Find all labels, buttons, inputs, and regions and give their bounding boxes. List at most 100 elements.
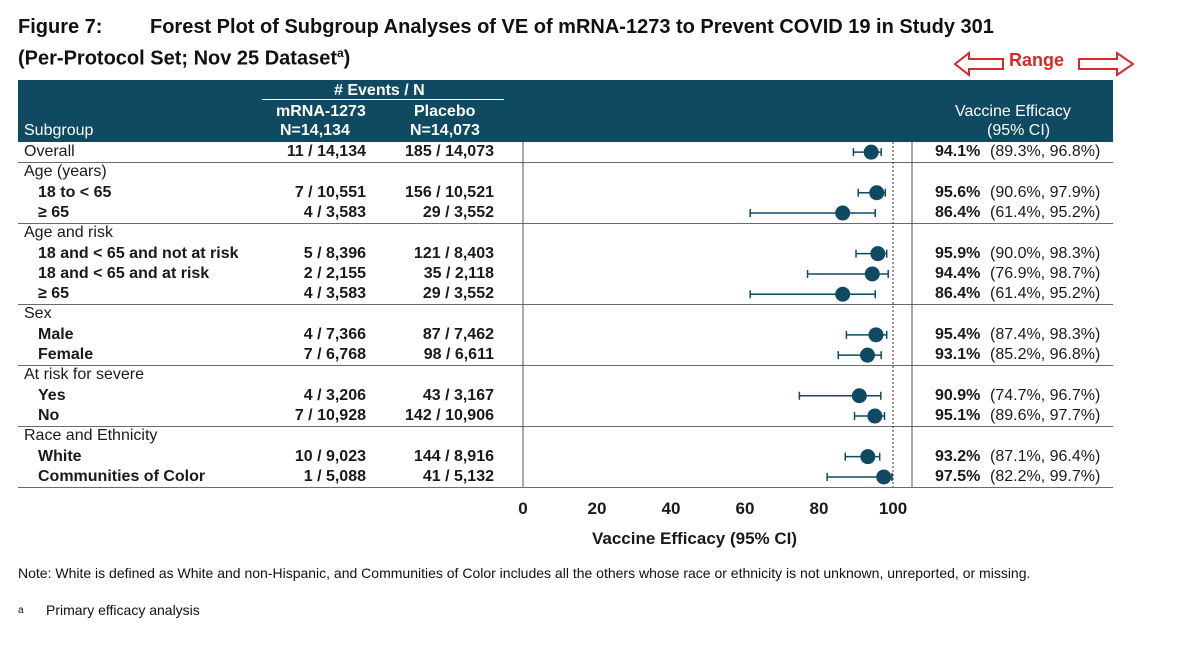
x-tick-label: 60 [736, 499, 755, 518]
subgroup-label: Sex [24, 305, 52, 323]
figure-title-text: Forest Plot of Subgroup Analyses of VE o… [150, 16, 994, 38]
placebo-events: 121 / 8,403 [413, 244, 494, 262]
mrna-events: 1 / 5,088 [303, 467, 366, 485]
mrna-events: 4 / 3,206 [303, 386, 366, 404]
ve-point [876, 469, 892, 485]
ve-value: 93.1% [935, 346, 981, 363]
mrna-events: 7 / 10,551 [294, 183, 366, 201]
row-separator [18, 487, 1113, 488]
x-tick-label: 20 [588, 499, 607, 518]
ve-point [860, 449, 876, 465]
subgroup-label: 18 and < 65 and not at risk [38, 244, 239, 262]
subgroup-label: Age and risk [24, 224, 113, 242]
placebo-events: 43 / 3,167 [422, 386, 494, 404]
mrna-events: 5 / 8,396 [303, 244, 366, 262]
figure-subtitle-sup: a [336, 46, 344, 60]
ve-value: 94.1% [935, 143, 981, 160]
ve-ci: (87.1%, 96.4%) [990, 447, 1101, 465]
subgroup-label: At risk for severe [24, 366, 145, 384]
ve-value: 97.5% [935, 467, 981, 485]
placebo-events: 35 / 2,118 [423, 264, 494, 282]
ve-point [835, 205, 851, 221]
ve-point [868, 327, 884, 343]
note-text: Note: White is defined as White and non-… [18, 565, 1031, 581]
ve-point [863, 144, 879, 160]
range-left-arrow-icon [953, 51, 1004, 77]
figure-number: Figure 7: [18, 16, 103, 38]
x-axis-title: Vaccine Efficacy (95% CI) [592, 529, 798, 548]
table-header-band [18, 80, 1113, 142]
ve-ci: (61.4%, 95.2%) [990, 203, 1101, 221]
subgroup-label: 18 to < 65 [38, 183, 112, 201]
row-separator [18, 426, 1113, 427]
ve-value: 95.9% [935, 244, 981, 262]
ve-ci: (74.7%, 96.7%) [990, 386, 1101, 404]
footnote-text: Primary efficacy analysis [46, 602, 200, 618]
ve-ci: (90.6%, 97.9%) [990, 183, 1101, 201]
subgroup-label: ≥ 65 [38, 285, 70, 303]
placebo-events: 156 / 10,521 [405, 183, 494, 201]
mrna-events: 4 / 3,583 [303, 203, 366, 221]
ve-value: 90.9% [935, 386, 981, 404]
ve-value: 95.4% [935, 325, 981, 343]
mrna-column-n: N=14,134 [280, 122, 350, 139]
ve-header: Vaccine Efficacy [955, 103, 1071, 120]
ve-value: 94.4% [935, 264, 981, 282]
ve-point [870, 246, 886, 262]
placebo-events: 144 / 8,916 [413, 447, 494, 465]
placebo-events: 41 / 5,132 [422, 467, 494, 485]
ve-point [869, 185, 885, 201]
ve-point [835, 286, 851, 302]
mrna-events: 4 / 7,366 [303, 325, 366, 343]
placebo-events: 87 / 7,462 [422, 325, 494, 343]
placebo-events: 98 / 6,611 [423, 346, 494, 363]
ve-ci: (61.4%, 95.2%) [990, 285, 1101, 303]
subgroup-header: Subgroup [24, 122, 94, 139]
ve-ci: (89.6%, 97.7%) [990, 406, 1101, 424]
ve-value: 95.1% [935, 406, 981, 424]
subgroup-label: Male [38, 325, 74, 343]
ve-point [867, 408, 883, 424]
events-header-underline [262, 99, 504, 100]
ve-ci: (76.9%, 98.7%) [990, 264, 1101, 282]
subgroup-label: Age (years) [24, 163, 107, 181]
mrna-events: 2 / 2,155 [303, 264, 366, 282]
subgroup-label: 18 and < 65 and at risk [38, 264, 210, 282]
row-separator [18, 162, 1113, 163]
ve-value: 93.2% [935, 447, 981, 465]
placebo-column-n: N=14,073 [410, 122, 480, 139]
range-label: Range [1009, 50, 1065, 70]
figure-subtitle-end: ) [343, 47, 351, 70]
ve-ci: (85.2%, 96.8%) [990, 346, 1101, 363]
mrna-column-name: mRNA-1273 [276, 103, 366, 120]
subgroup-label: ≥ 65 [38, 203, 70, 221]
subgroup-label: No [38, 406, 60, 424]
subgroup-label: Race and Ethnicity [24, 427, 158, 445]
x-tick-label: 100 [879, 499, 907, 518]
subgroup-label: Yes [38, 386, 66, 404]
footnote: a Primary efficacy analysis [18, 602, 200, 619]
ci-header: (95% CI) [987, 122, 1051, 139]
mrna-events: 10 / 9,023 [294, 447, 366, 465]
placebo-events: 185 / 14,073 [405, 143, 494, 160]
x-tick-label: 80 [810, 499, 829, 518]
ve-ci: (82.2%, 99.7%) [990, 467, 1101, 485]
placebo-events: 29 / 3,552 [422, 203, 494, 221]
figure-title: Figure 7: Forest Plot of Subgroup Analyse… [18, 15, 994, 39]
ve-value: 86.4% [935, 285, 981, 303]
ve-ci: (89.3%, 96.8%) [990, 143, 1101, 160]
figure-subtitle: (Per-Protocol Set; Nov 25 Dataseta) [18, 41, 350, 71]
placebo-column-name: Placebo [414, 103, 476, 120]
mrna-events: 4 / 3,583 [303, 285, 366, 303]
ve-point [851, 388, 867, 404]
figure-subtitle-text: (Per-Protocol Set; Nov 25 Dataset [18, 47, 337, 70]
row-separator [18, 304, 1113, 305]
ve-value: 86.4% [935, 203, 981, 221]
ve-value: 95.6% [935, 183, 981, 201]
placebo-events: 142 / 10,906 [405, 406, 494, 424]
ve-ci: (87.4%, 98.3%) [990, 325, 1101, 343]
row-separator [18, 223, 1113, 224]
ve-point [864, 266, 880, 282]
ve-ci: (90.0%, 98.3%) [990, 244, 1101, 262]
subgroup-label: Overall [24, 143, 75, 160]
